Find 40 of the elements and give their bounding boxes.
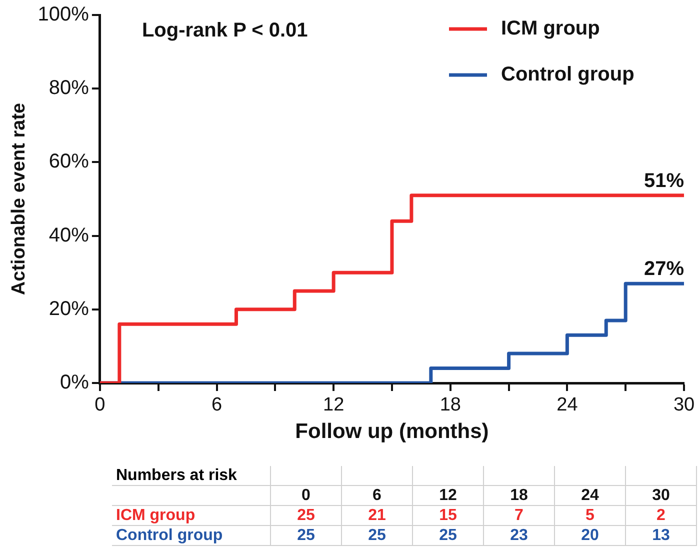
y-tick-label: 20%	[48, 298, 90, 320]
y-tick-label: 40%	[48, 224, 90, 246]
text: 6	[342, 486, 412, 506]
data-label: 51%	[644, 170, 684, 192]
y-tick-label: 60%	[48, 150, 90, 173]
text: 25	[270, 526, 342, 546]
text: 0	[270, 486, 342, 506]
y-tick-label: 80%	[48, 77, 90, 100]
text: 21	[342, 506, 412, 526]
text: 2	[626, 506, 696, 526]
text: 18	[484, 486, 554, 506]
x-tick-label: 12	[323, 394, 344, 416]
x-tick-label: 0	[94, 394, 106, 416]
text: 12	[412, 486, 484, 506]
x-axis-title: Follow up (months)	[295, 420, 489, 444]
x-tick-label: 6	[211, 394, 222, 416]
annotation: Log-rank P < 0.01	[142, 20, 308, 42]
y-axis-title: Actionable event rate	[8, 102, 30, 296]
data-label: 27%	[644, 258, 684, 280]
y-tick-label: 100%	[38, 4, 90, 26]
x-tick-label: 18	[440, 394, 461, 416]
text: Numbers at risk	[112, 466, 270, 486]
legend-label: Control group	[501, 64, 634, 86]
text: 20	[554, 526, 626, 546]
text: 23	[484, 526, 554, 546]
text: 25	[342, 526, 412, 546]
text: 30	[626, 486, 696, 506]
y-tick-label: 0%	[60, 372, 90, 394]
text: 7	[484, 506, 554, 526]
legend-label: ICM group	[501, 18, 600, 40]
text: 13	[626, 526, 696, 546]
text: 5	[554, 506, 626, 526]
text: 25	[412, 526, 484, 546]
x-tick-label: 30	[673, 394, 695, 416]
text: Control group	[116, 526, 223, 544]
text: 25	[270, 506, 342, 526]
text: 15	[412, 506, 484, 526]
text: 24	[554, 486, 626, 506]
x-tick-label: 24	[556, 394, 578, 416]
text: ICM group	[116, 506, 196, 524]
